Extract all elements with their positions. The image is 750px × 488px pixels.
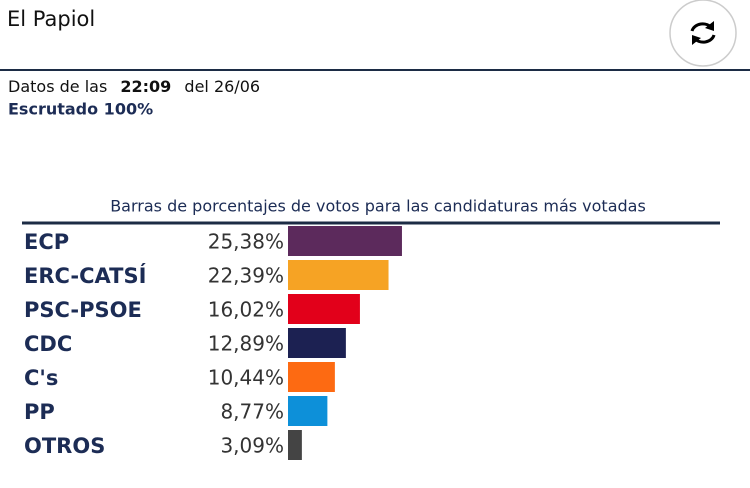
party-label: CDC	[24, 332, 72, 356]
value-label: 12,89%	[208, 332, 284, 356]
party-label: PSC-PSOE	[24, 298, 142, 322]
party-label: ECP	[24, 230, 69, 254]
page-title: El Papiol	[7, 7, 95, 31]
bar	[288, 294, 360, 324]
value-label: 8,77%	[220, 400, 284, 424]
refresh-circle[interactable]	[669, 0, 737, 67]
value-label: 3,09%	[220, 434, 284, 458]
refresh-arrow-head	[705, 21, 714, 31]
update-date: del 26/06	[184, 77, 260, 96]
update-time: 22:09	[120, 77, 171, 96]
party-label: ERC-CATSÍ	[24, 263, 147, 288]
party-label: C's	[24, 366, 58, 390]
party-label: OTROS	[24, 434, 105, 458]
update-label: Datos de las 22:09 del 26/06	[8, 77, 260, 96]
chart-title: Barras de porcentajes de votos para las …	[110, 197, 646, 216]
bar	[288, 260, 389, 290]
refresh-arrow-head	[692, 35, 701, 45]
update-prefix: Datos de las	[8, 77, 107, 96]
value-label: 10,44%	[208, 366, 284, 390]
refresh-button[interactable]	[669, 0, 737, 67]
bar	[288, 328, 346, 358]
value-label: 25,38%	[208, 230, 284, 254]
count-status: Escrutado 100%	[8, 100, 153, 119]
value-label: 16,02%	[208, 298, 284, 322]
bar	[288, 396, 328, 426]
bar	[288, 430, 302, 460]
value-label: 22,39%	[208, 264, 284, 288]
bar	[288, 362, 335, 392]
bar	[288, 226, 402, 256]
party-label: PP	[24, 400, 55, 424]
